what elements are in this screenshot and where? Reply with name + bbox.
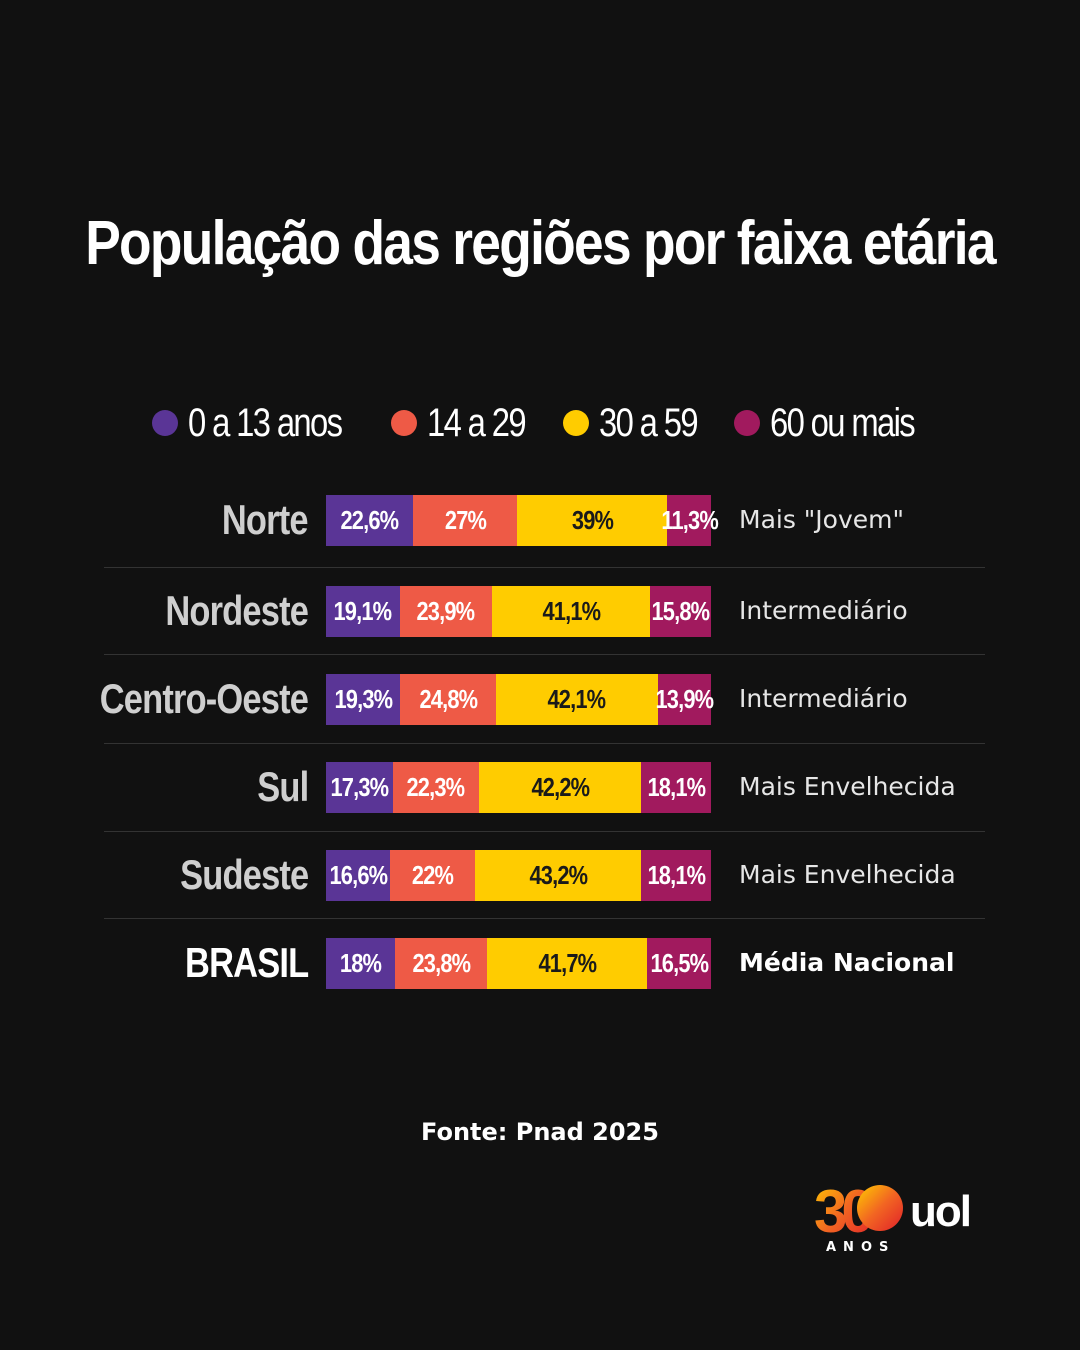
row-divider xyxy=(104,831,985,832)
category-label: Sudeste xyxy=(179,851,309,898)
row-description: Mais Envelhecida xyxy=(739,860,956,889)
stacked-bar: 18% 23,8% 41,7% 16,5% xyxy=(326,938,711,989)
category-label: Nordeste xyxy=(165,587,309,634)
bar-segment: 42,2% xyxy=(478,762,642,813)
legend-item: 14 a 29 xyxy=(391,401,528,446)
bar-segment: 19,3% xyxy=(326,674,401,725)
sun-icon xyxy=(857,1185,903,1231)
data-label: 41,7% xyxy=(538,948,597,978)
legend-item: 0 a 13 anos xyxy=(152,401,357,446)
chart-title: População das regiões por faixa etária xyxy=(85,209,996,278)
bar-segment: 16,5% xyxy=(647,938,711,989)
stacked-bar: 19,1% 23,9% 41,1% 15,8% xyxy=(326,586,711,637)
data-label: 11,3% xyxy=(660,505,718,535)
bar-segment: 24,8% xyxy=(400,674,496,725)
bar-segment: 19,1% xyxy=(326,586,400,637)
row-divider xyxy=(104,567,985,568)
category-label: BRASIL xyxy=(184,939,309,986)
category-label: Centro-Oeste xyxy=(99,675,309,722)
legend-label: 14 a 29 xyxy=(427,400,527,445)
data-label: 42,2% xyxy=(531,772,590,802)
data-label: 18,1% xyxy=(647,772,706,802)
data-label: 22,3% xyxy=(406,772,466,802)
chart-row: Centro-Oeste 19,3% 24,8% 42,1% 13,9% Intermed… xyxy=(0,669,1080,729)
category-label: Norte xyxy=(222,496,309,543)
stacked-bar: 17,3% 22,3% 42,2% 18,1% xyxy=(326,762,711,813)
bar-segment: 17,3% xyxy=(326,762,393,813)
legend-dot-icon xyxy=(391,410,418,436)
bar-segment: 27% xyxy=(413,495,518,546)
data-label: 22,6% xyxy=(340,505,400,535)
data-label: 39% xyxy=(571,505,614,535)
data-label: 42,1% xyxy=(547,684,607,714)
legend-dot-icon xyxy=(562,410,589,436)
bar-segment: 41,7% xyxy=(486,938,648,989)
row-description: Intermediário xyxy=(739,684,908,713)
data-label: 19,3% xyxy=(334,684,393,714)
data-label: 16,6% xyxy=(329,860,388,890)
data-label: 24,8% xyxy=(419,684,478,714)
logo-brand: uol xyxy=(910,1187,970,1236)
data-label: 18,1% xyxy=(647,860,706,890)
bar-segment: 41,1% xyxy=(491,586,651,637)
legend-label: 0 a 13 anos xyxy=(188,400,343,445)
legend-item: 30 a 59 xyxy=(562,400,700,446)
bar-segment: 15,8% xyxy=(650,586,711,637)
bar-segment: 22,6% xyxy=(326,495,414,546)
data-label: 18% xyxy=(340,948,382,978)
bar-segment: 16,6% xyxy=(326,850,390,901)
row-description: Média Nacional xyxy=(739,948,955,977)
row-description: Mais "Jovem" xyxy=(739,505,905,534)
bar-segment: 42,1% xyxy=(495,674,658,725)
data-label: 23,9% xyxy=(416,596,476,626)
bar-segment: 18,1% xyxy=(641,762,711,813)
bar-segment: 13,9% xyxy=(655,674,714,725)
data-label: 41,1% xyxy=(542,596,601,626)
data-label: 23,8% xyxy=(412,948,471,978)
bar-segment: 43,2% xyxy=(474,850,642,901)
bar-segment: 39% xyxy=(517,495,668,546)
legend-dot-icon xyxy=(734,410,761,436)
bar-segment: 18% xyxy=(326,938,396,989)
row-divider xyxy=(104,918,985,919)
data-label: 22% xyxy=(411,860,454,890)
row-divider xyxy=(104,654,985,655)
chart-row: Sul 17,3% 22,3% 42,2% 18,1% Mais Envelhecida xyxy=(0,757,1080,817)
row-divider xyxy=(104,743,985,744)
stacked-bar: 19,3% 24,8% 42,1% 13,9% xyxy=(326,674,714,725)
chart-row: Norte 22,6% 27% 39% 11,3% Mais "Jovem" xyxy=(0,490,1080,550)
logo-caption: ANOS xyxy=(826,1240,895,1255)
row-description: Intermediário xyxy=(739,596,908,625)
bar-segment: 23,8% xyxy=(395,938,487,989)
legend: 0 a 13 anos 14 a 29 30 a 59 60 ou mais xyxy=(0,396,1080,450)
chart-row: Sudeste 16,6% 22% 43,2% 18,1% Mais Envelhecid… xyxy=(0,845,1080,905)
chart-row: Nordeste 19,1% 23,9% 41,1% 15,8% Intermediári… xyxy=(0,581,1080,641)
legend-item: 60 ou mais xyxy=(734,401,928,446)
category-label: Sul xyxy=(256,763,309,810)
data-label: 27% xyxy=(444,505,487,535)
legend-label: 30 a 59 xyxy=(598,400,699,445)
stacked-bar: 22,6% 27% 39% 11,3% xyxy=(326,495,718,546)
data-label: 13,9% xyxy=(655,684,714,714)
data-label: 15,8% xyxy=(651,596,711,626)
row-description: Mais Envelhecida xyxy=(739,772,956,801)
bar-segment: 18,1% xyxy=(641,850,711,901)
data-label: 17,3% xyxy=(330,772,389,802)
bar-segment: 23,9% xyxy=(399,586,492,637)
stacked-bar: 16,6% 22% 43,2% 18,1% xyxy=(326,850,711,901)
bar-segment: 22% xyxy=(389,850,475,901)
uol-30-anos-logo: 30 uol ANOS xyxy=(814,1178,972,1255)
legend-dot-icon xyxy=(152,410,179,436)
bar-segment: 22,3% xyxy=(392,762,479,813)
bar-segment: 11,3% xyxy=(661,495,718,546)
chart-row: BRASIL 18% 23,8% 41,7% 16,5% Média Nacional xyxy=(0,933,1080,993)
data-label: 19,1% xyxy=(333,596,393,626)
source-note: Fonte: Pnad 2025 xyxy=(421,1118,659,1146)
legend-label: 60 ou mais xyxy=(770,400,916,445)
data-label: 16,5% xyxy=(650,948,709,978)
data-label: 43,2% xyxy=(529,860,588,890)
